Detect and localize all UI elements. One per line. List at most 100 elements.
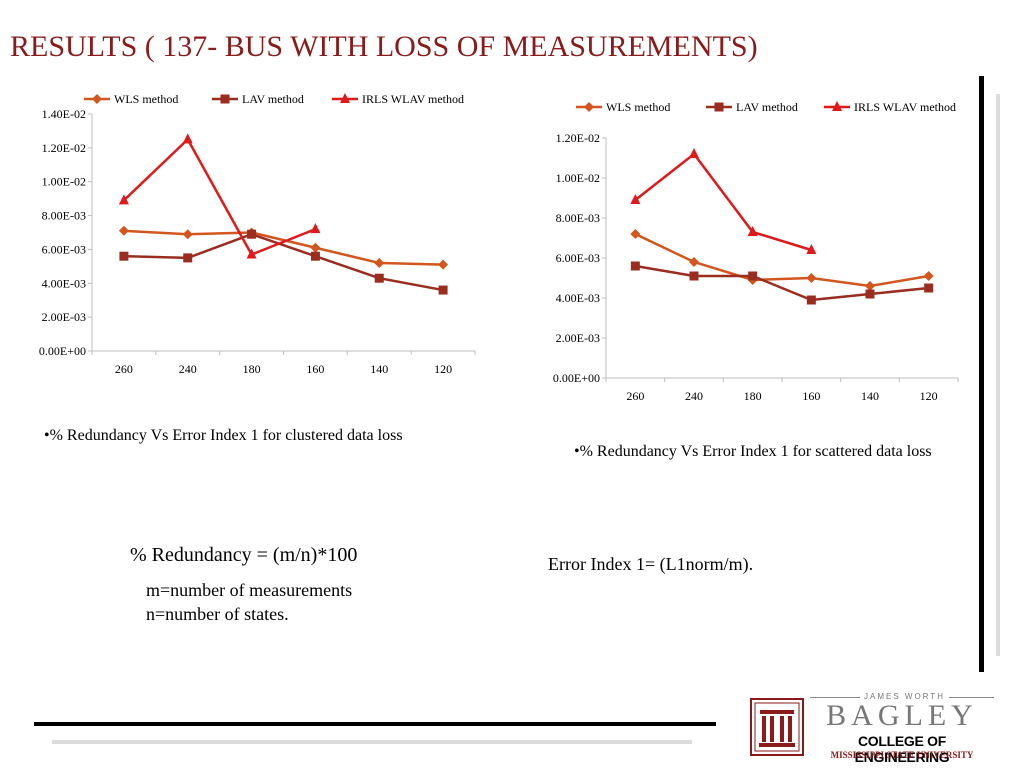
data-point (374, 273, 384, 283)
legend-item: IRLS WLAV method (332, 92, 464, 106)
slide-title: RESULTS ( 137- BUS WITH LOSS OF MEASUREM… (10, 30, 758, 63)
data-point (865, 289, 875, 299)
x-tick-label: 260 (115, 362, 133, 376)
y-tick-label: 0.00E+00 (553, 371, 600, 385)
x-tick-label: 120 (434, 362, 452, 376)
series-line (634, 152, 812, 252)
x-tick-label: 240 (179, 362, 197, 376)
data-point (118, 194, 129, 205)
data-point (630, 261, 640, 271)
y-tick-label: 8.00E-03 (42, 209, 86, 223)
legend-label: WLS method (606, 100, 670, 114)
data-point (182, 133, 193, 144)
data-point (374, 257, 385, 268)
logo-college-text: COLLEGE OF ENGINEERING (854, 733, 950, 765)
y-tick-label: 2.00E-03 (556, 331, 600, 345)
data-point (689, 271, 699, 281)
data-point (924, 283, 934, 293)
vertical-rule-shadow (996, 94, 1000, 656)
x-tick-label: 260 (626, 389, 644, 403)
chart-clustered-loss: 0.00E+00 2.00E-03 4.00E-03 6.00E-03 8.00E-03… (0, 86, 500, 386)
y-tick-label: 1.20E-02 (556, 131, 600, 145)
series-line (123, 229, 444, 266)
legend-label: LAV method (242, 92, 304, 106)
legend-marker (220, 94, 230, 104)
x-tick-label: 180 (744, 389, 762, 403)
data-point (247, 229, 257, 239)
error-index-formula: Error Index 1= (L1norm/m). (548, 554, 754, 574)
series-line (123, 232, 444, 292)
bagley-college-logo: JAMES WORTH BAGLEY COLLEGE OF ENGINEERIN… (750, 692, 994, 765)
caption-scattered: •% Redundancy Vs Error Index 1 for scatt… (574, 443, 932, 460)
data-point (182, 229, 193, 240)
x-tick-label: 140 (370, 362, 388, 376)
data-point (923, 271, 934, 281)
logo-top-text: JAMES WORTH (860, 692, 949, 701)
legend-label: WLS method (114, 92, 178, 106)
y-tick-label: 6.00E-03 (42, 242, 86, 256)
data-point (748, 271, 758, 281)
y-tick-label: 1.00E-02 (42, 175, 86, 189)
legend-marker (92, 94, 102, 104)
data-point (689, 257, 699, 267)
legend-marker (832, 101, 842, 111)
data-point (310, 242, 321, 253)
n-definition: n=number of states. (146, 604, 289, 624)
legend-item: IRLS WLAV method (824, 100, 956, 114)
y-tick-label: 4.00E-03 (42, 276, 86, 290)
caption-clustered: •% Redundancy Vs Error Index 1 for clust… (44, 427, 403, 444)
x-tick-label: 180 (243, 362, 261, 376)
redundancy-formula: % Redundancy = (m/n)*100 (130, 544, 358, 566)
data-point (865, 281, 875, 291)
data-point (118, 225, 129, 236)
data-point (310, 251, 320, 261)
legend-item: WLS method (84, 92, 178, 106)
logo-main-text: BAGLEY (826, 699, 978, 732)
chart-scattered-svg: 0.00E+00 2.00E-03 4.00E-03 6.00E-03 8.00E-03… (553, 100, 959, 403)
y-tick-label: 1.40E-02 (42, 107, 86, 121)
horizontal-rule-shadow (52, 740, 692, 744)
series-line (123, 137, 316, 257)
y-tick-label: 0.00E+00 (39, 344, 86, 358)
data-point (630, 194, 641, 204)
series-line (635, 264, 929, 302)
x-tick-label: 160 (802, 389, 820, 403)
legend-item: LAV method (212, 92, 304, 106)
data-point (806, 295, 816, 305)
y-tick-label: 8.00E-03 (556, 211, 600, 225)
legend-item: WLS method (576, 100, 670, 114)
horizontal-rule (34, 722, 716, 726)
data-point (630, 229, 641, 239)
data-point (689, 148, 699, 158)
y-tick-label: 6.00E-03 (556, 251, 600, 265)
data-point (806, 273, 817, 283)
legend-label: IRLS WLAV method (362, 92, 464, 106)
chart-clustered-svg: 0.00E+00 2.00E-03 4.00E-03 6.00E-03 8.00E-03… (39, 92, 476, 376)
legend-item: LAV method (706, 100, 798, 114)
x-tick-label: 140 (861, 389, 879, 403)
series-line (634, 232, 929, 288)
legend-marker (714, 102, 724, 112)
chart-scattered-loss: 0.00E+00 2.00E-03 4.00E-03 6.00E-03 8.00E-03… (520, 92, 980, 412)
data-point (119, 251, 129, 261)
y-tick-label: 1.00E-02 (556, 171, 600, 185)
legend-label: LAV method (736, 100, 798, 114)
data-point (183, 253, 193, 263)
data-point (806, 244, 817, 254)
y-tick-label: 1.20E-02 (42, 141, 86, 155)
y-tick-label: 4.00E-03 (556, 291, 600, 305)
formula-definitions: m=number of measurements n=number of sta… (146, 578, 352, 626)
data-point (438, 285, 448, 295)
vertical-rule (979, 76, 984, 672)
data-point (310, 223, 321, 234)
data-point (747, 226, 758, 236)
x-tick-label: 120 (920, 389, 938, 403)
data-point (246, 248, 257, 259)
x-tick-label: 160 (306, 362, 324, 376)
x-tick-label: 240 (685, 389, 703, 403)
m-definition: m=number of measurements (146, 580, 353, 600)
logo-university-text: MISSISSIPPI STATE UNIVERSITY (830, 750, 974, 760)
data-point (438, 259, 449, 270)
building-emblem-icon (750, 698, 804, 756)
y-tick-label: 2.00E-03 (42, 310, 86, 324)
